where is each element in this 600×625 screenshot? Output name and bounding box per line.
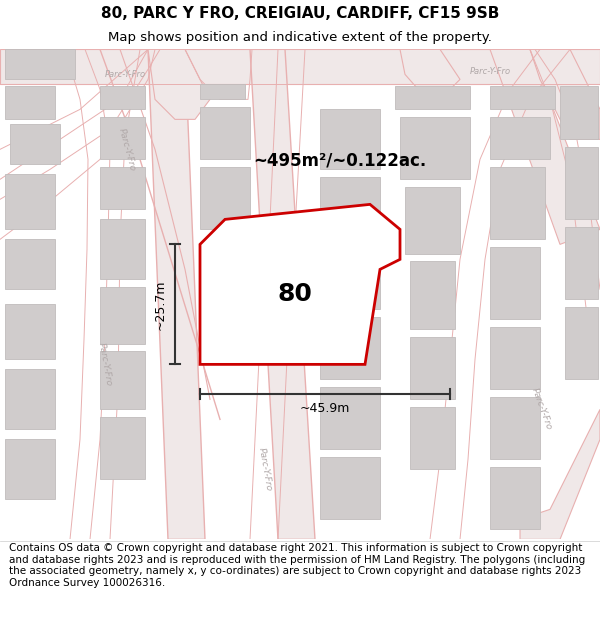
- Polygon shape: [0, 49, 600, 84]
- Polygon shape: [250, 49, 315, 539]
- Text: Parc-Y-Fro: Parc-Y-Fro: [117, 127, 137, 172]
- Polygon shape: [530, 49, 600, 139]
- Text: Parc-Y-Fro: Parc-Y-Fro: [257, 447, 273, 492]
- Polygon shape: [148, 49, 210, 119]
- Polygon shape: [5, 439, 55, 499]
- Polygon shape: [100, 219, 145, 279]
- Text: Parc-Y-Fro: Parc-Y-Fro: [104, 70, 146, 79]
- Text: 80: 80: [278, 282, 313, 306]
- Text: ~495m²/~0.122ac.: ~495m²/~0.122ac.: [253, 151, 427, 169]
- Polygon shape: [405, 188, 460, 254]
- Polygon shape: [100, 288, 145, 344]
- Polygon shape: [410, 261, 455, 329]
- Polygon shape: [400, 118, 470, 179]
- Polygon shape: [100, 118, 145, 159]
- Text: ~45.9m: ~45.9m: [300, 402, 350, 416]
- Text: Parc-Y-Fro: Parc-Y-Fro: [469, 67, 511, 76]
- Polygon shape: [100, 418, 145, 479]
- Text: Contains OS data © Crown copyright and database right 2021. This information is : Contains OS data © Crown copyright and d…: [9, 543, 585, 588]
- Text: ~25.7m: ~25.7m: [154, 279, 167, 329]
- Polygon shape: [200, 107, 250, 159]
- Polygon shape: [320, 248, 380, 309]
- Polygon shape: [565, 228, 598, 299]
- Polygon shape: [200, 84, 245, 99]
- Polygon shape: [400, 49, 460, 94]
- Polygon shape: [565, 148, 598, 219]
- Polygon shape: [490, 328, 540, 389]
- Polygon shape: [520, 409, 600, 539]
- Polygon shape: [560, 86, 598, 139]
- Polygon shape: [320, 177, 380, 239]
- Polygon shape: [200, 168, 250, 229]
- Polygon shape: [200, 204, 400, 364]
- Text: Parc-Y-Fro: Parc-Y-Fro: [97, 342, 113, 387]
- Polygon shape: [5, 369, 55, 429]
- Polygon shape: [395, 86, 470, 109]
- Polygon shape: [410, 408, 455, 469]
- Polygon shape: [490, 86, 555, 109]
- Polygon shape: [490, 168, 545, 239]
- Polygon shape: [565, 308, 598, 379]
- Polygon shape: [490, 49, 600, 244]
- Polygon shape: [100, 168, 145, 209]
- Polygon shape: [320, 458, 380, 519]
- Polygon shape: [490, 398, 540, 459]
- Polygon shape: [5, 239, 55, 289]
- Polygon shape: [320, 318, 380, 379]
- Polygon shape: [490, 118, 550, 159]
- Polygon shape: [100, 351, 145, 409]
- Polygon shape: [490, 248, 540, 319]
- Polygon shape: [10, 124, 60, 164]
- Text: Parc-Y-Fro: Parc-Y-Fro: [530, 387, 554, 432]
- Polygon shape: [320, 109, 380, 169]
- Polygon shape: [5, 304, 55, 359]
- Polygon shape: [5, 174, 55, 229]
- Text: Map shows position and indicative extent of the property.: Map shows position and indicative extent…: [108, 31, 492, 44]
- Polygon shape: [5, 49, 75, 79]
- Polygon shape: [490, 468, 540, 529]
- Polygon shape: [410, 338, 455, 399]
- Polygon shape: [100, 86, 145, 109]
- Polygon shape: [148, 49, 205, 539]
- Text: 80, PARC Y FRO, CREIGIAU, CARDIFF, CF15 9SB: 80, PARC Y FRO, CREIGIAU, CARDIFF, CF15 …: [101, 6, 499, 21]
- Polygon shape: [320, 388, 380, 449]
- Polygon shape: [5, 86, 55, 119]
